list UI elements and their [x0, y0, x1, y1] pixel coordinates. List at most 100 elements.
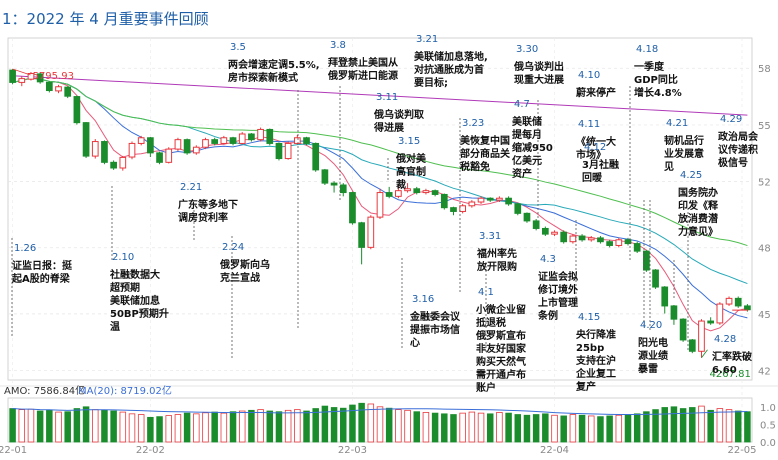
volume-bar [18, 409, 26, 443]
event-text-line: 俄乌谈判出 [513, 60, 564, 73]
candle-body [45, 81, 53, 92]
candle-body [119, 156, 127, 169]
event-date: 2.24 [222, 242, 244, 253]
event-text-line: 支持在沪 [575, 354, 616, 367]
price-tick-label: 55 [758, 121, 771, 132]
event-text-line: 阳光电 [638, 336, 668, 349]
event-date: 4.18 [636, 44, 658, 55]
candle [422, 188, 430, 195]
volume-bar [238, 410, 246, 443]
x-tick-label: 22-02 [136, 445, 165, 456]
event-date: 4.12 [584, 142, 606, 153]
event-date: 4.15 [578, 312, 600, 323]
volume-bar [275, 411, 283, 443]
candle-body [165, 148, 173, 163]
candle [624, 237, 632, 246]
volume-bar [174, 414, 182, 443]
event-text-line: 国务院办 [678, 186, 718, 199]
volume-tick-label: 0.0 [760, 438, 776, 449]
volume-bar [284, 409, 292, 443]
volume-bar [606, 415, 613, 443]
candle-body [192, 146, 200, 154]
event-date: 3.31 [479, 231, 501, 242]
event-text-line: 回暖 [582, 171, 603, 184]
event-text-line: 资产 [512, 167, 532, 180]
candle-body [395, 190, 402, 197]
event-date: 4.29 [720, 114, 742, 125]
candle-body [27, 73, 35, 80]
volume-bar [220, 412, 228, 443]
candle [486, 197, 494, 203]
event-text-line: 裁 [396, 178, 406, 191]
volume-bar [358, 402, 365, 443]
candle-body [36, 73, 44, 83]
candle-body [128, 142, 136, 158]
event-text-line: GDP同比 [634, 73, 678, 86]
volume-bar [496, 412, 503, 443]
candle [358, 221, 365, 265]
volume-bar [588, 415, 595, 443]
event-date: 3.23 [462, 118, 484, 129]
event-text-line: 金融委会议 [409, 310, 461, 323]
volume-bar [505, 412, 512, 443]
candle-body [321, 169, 329, 184]
candle-body [82, 122, 90, 157]
event-date: 2.21 [180, 182, 202, 193]
candle-body [275, 142, 283, 160]
candle [633, 241, 641, 254]
event-text-line: 见 [664, 161, 674, 173]
candle [725, 296, 733, 306]
volume-bar [532, 414, 540, 443]
volume-bar [340, 407, 347, 443]
chart-title: 1：2022 年 4 月重要事件回顾 [2, 10, 209, 28]
volume-bar [707, 409, 714, 443]
candle-body [349, 192, 356, 224]
candle-body [367, 216, 375, 248]
candle [606, 239, 613, 248]
event-text-line: 购买天然气 [476, 355, 526, 368]
ma250-line [12, 75, 748, 116]
candle-body [156, 152, 163, 163]
event-text-line: 俄罗斯向乌 [219, 258, 270, 271]
candle [698, 319, 705, 358]
candle [45, 81, 53, 93]
volume-bar [450, 414, 457, 443]
candle-body [431, 190, 439, 195]
candle-body [404, 188, 411, 192]
event-date: 1.26 [14, 243, 36, 254]
candle [477, 196, 485, 204]
event-text-line: 超预期 [109, 281, 140, 294]
candle [385, 186, 393, 199]
candle [248, 133, 255, 142]
event-text-line: 税豁免 [460, 160, 490, 173]
event-text-line: 克兰宣战 [220, 271, 260, 284]
event-date: 4.21 [666, 118, 688, 129]
candle [349, 191, 356, 225]
event-text-line: 缩减950 [512, 141, 553, 154]
candle-body [486, 197, 494, 201]
candle-body [597, 237, 604, 243]
event-text-line: 央行降准 [576, 328, 616, 341]
event-text-line: 美联储加息落地, [414, 50, 488, 63]
candle-body [541, 227, 549, 235]
candle [615, 237, 623, 248]
candle-body [303, 137, 310, 144]
candle [119, 155, 127, 171]
event-text-line: 企业复工 [575, 367, 616, 380]
event-date: 3.5 [230, 42, 246, 53]
event-text-line: 提振市场信 [410, 323, 460, 336]
candle [211, 137, 219, 146]
volume-tick-label: 0.5 [760, 420, 776, 431]
candle-body [652, 269, 659, 288]
candle [532, 219, 540, 231]
event-text-line: 议传递积 [718, 143, 758, 156]
candle-body [698, 320, 705, 352]
candle [413, 186, 421, 195]
event-text-line: 非友好国家 [476, 342, 527, 355]
candle [9, 68, 16, 85]
volume-bar [578, 414, 586, 443]
volume-bar [46, 409, 53, 443]
candle-body [587, 237, 595, 241]
event-text-line: 要目标; [414, 76, 448, 89]
candle-body [9, 69, 16, 83]
